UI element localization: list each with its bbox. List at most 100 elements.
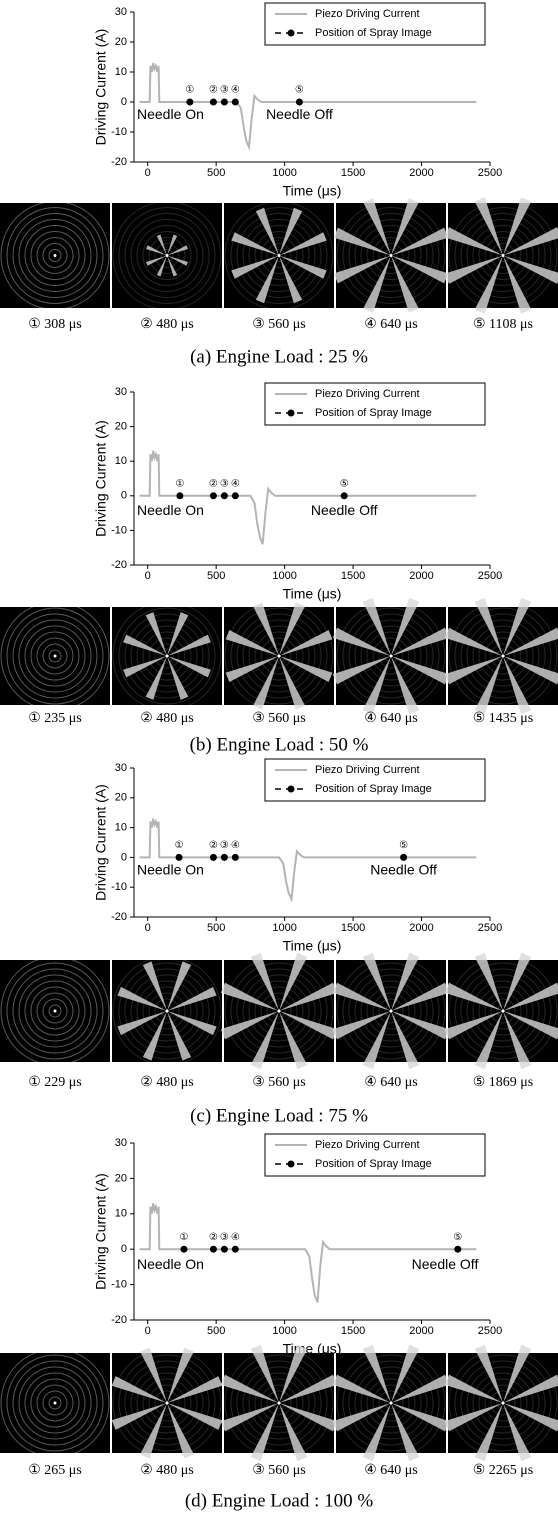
point-label: ③	[220, 840, 229, 851]
y-axis-label: Driving Current (A)	[93, 29, 109, 146]
ring	[472, 980, 534, 1042]
ring	[124, 1360, 210, 1446]
spray-plume	[391, 982, 450, 1011]
spray-plume	[279, 1403, 308, 1462]
legend-label: Piezo Driving Current	[315, 764, 420, 776]
ring	[478, 231, 528, 280]
spray-plume	[279, 1374, 338, 1403]
spray-plume	[503, 952, 532, 1011]
legend-label: Position of Spray Image	[315, 783, 432, 795]
spray-plume	[167, 612, 189, 656]
spray-marker	[209, 492, 217, 500]
spray-plume	[279, 1011, 338, 1040]
spray-plume	[391, 952, 420, 1011]
spray-plume	[391, 255, 419, 313]
ring	[372, 637, 410, 675]
spray-plume	[391, 1344, 420, 1403]
ring	[36, 237, 74, 274]
y-tick-label: 0	[121, 1243, 127, 1255]
x-axis-label: Time (μs)	[283, 183, 342, 199]
ring	[354, 974, 428, 1048]
spray-plume	[444, 1374, 503, 1403]
nozzle	[389, 254, 393, 257]
ring	[42, 643, 68, 669]
ring	[336, 956, 446, 1066]
ring	[360, 225, 422, 286]
point-label: ①	[175, 840, 184, 851]
ring	[12, 613, 98, 699]
spray-plume	[474, 255, 503, 314]
ring	[384, 649, 398, 663]
ring	[266, 998, 292, 1024]
ring	[260, 992, 298, 1030]
ring	[454, 607, 552, 705]
x-tick-label: 2500	[478, 167, 502, 179]
spray-plume	[332, 656, 391, 685]
spray-plume	[279, 255, 303, 304]
spray-plume	[279, 952, 308, 1011]
annotation: Needle On	[137, 862, 204, 878]
point-label: ④	[231, 840, 240, 851]
y-tick-label: -10	[111, 524, 127, 536]
spray-marker	[231, 1245, 239, 1253]
y-tick-label: 10	[115, 66, 127, 78]
legend-label: Piezo Driving Current	[315, 8, 420, 20]
spray-plume	[255, 255, 279, 304]
ring	[24, 1372, 86, 1434]
annotation: Needle Off	[412, 1256, 479, 1272]
ring	[260, 637, 298, 675]
ring	[136, 225, 198, 286]
y-tick-label: -10	[111, 1279, 127, 1291]
point-label: ②	[209, 1232, 218, 1243]
ring	[160, 1004, 174, 1018]
spray-plume	[444, 1011, 503, 1040]
ring	[242, 619, 316, 693]
ring	[48, 1396, 62, 1410]
ring	[236, 968, 322, 1054]
spray-plume	[391, 627, 450, 656]
ring	[260, 237, 298, 274]
spray-plume	[167, 234, 178, 256]
image-label: ② 480 μs	[140, 1463, 194, 1478]
image-label: ③ 560 μs	[252, 711, 306, 726]
point-label: ①	[185, 85, 194, 96]
spray-plume	[253, 602, 279, 656]
ring	[136, 625, 198, 687]
ring	[272, 1004, 286, 1018]
spray-plume	[503, 627, 558, 656]
spray-plume	[503, 597, 532, 656]
ring	[466, 1366, 540, 1440]
ring	[472, 1372, 534, 1434]
image-label: ④ 640 μs	[364, 317, 418, 332]
ring	[366, 631, 416, 681]
ring	[230, 207, 328, 304]
ring	[130, 219, 204, 292]
point-label: ④	[231, 478, 240, 489]
image-label: ③ 560 μs	[252, 1463, 306, 1478]
ring	[460, 613, 546, 699]
nozzle	[277, 1009, 281, 1013]
ring	[242, 974, 316, 1048]
ring	[230, 607, 328, 705]
spray-plume	[444, 627, 503, 656]
spray-marker	[231, 853, 239, 861]
spray-plume	[253, 656, 279, 710]
spray-plume	[279, 232, 327, 256]
spray-plume	[255, 207, 279, 256]
point-label: ②	[209, 840, 218, 851]
ring	[342, 607, 440, 705]
panel-caption: (d) Engine Load : 100 %	[185, 1490, 374, 1511]
ring	[360, 625, 422, 687]
ring	[272, 649, 286, 663]
ring	[224, 601, 334, 711]
spray-plume	[391, 656, 450, 685]
spray-plume	[250, 1403, 279, 1462]
y-axis-label: Driving Current (A)	[93, 1173, 109, 1290]
nozzle	[165, 654, 169, 658]
x-tick-label: 1500	[341, 922, 365, 934]
spray-plume	[279, 1403, 338, 1432]
ring	[142, 986, 192, 1036]
ring	[478, 631, 528, 681]
spray-plume	[142, 1011, 167, 1061]
spray-plume	[503, 656, 532, 715]
